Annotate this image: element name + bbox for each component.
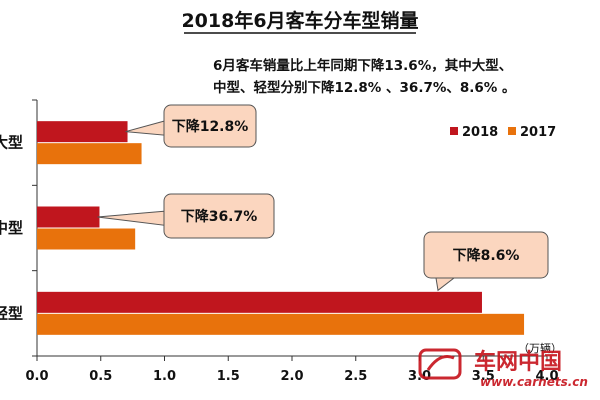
bar-2018-1: [37, 121, 128, 143]
callout-pointer: [125, 120, 165, 136]
x-tick-label: 3.5: [472, 369, 495, 384]
x-tick-label: 0.0: [25, 369, 48, 384]
x-tick-label: 4.0: [535, 369, 558, 384]
callout-text: 下降12.8%: [172, 118, 249, 135]
subtitle-line-1: 6月客车销量比上年同期下降13.6%，其中大型、: [213, 57, 512, 74]
watermark-name: 车网中国: [474, 349, 562, 375]
unit-label: （万辆）: [518, 341, 562, 355]
bar-2018-3: [37, 291, 482, 313]
category-label: 中型: [0, 219, 23, 237]
legend-label: 2018: [462, 125, 498, 140]
bar-2017-2: [37, 228, 136, 250]
callout-text: 下降8.6%: [453, 247, 520, 264]
watermark-url: www.carnets.cn: [480, 375, 588, 389]
x-tick-label: 1.5: [217, 369, 240, 384]
x-tick-label: 0.5: [89, 369, 112, 384]
bar-2018-2: [37, 206, 100, 228]
callout-pointer: [97, 210, 165, 226]
callout-pointer: [435, 277, 456, 292]
callout-box: [163, 193, 275, 239]
subtitle-line-2: 中型、轻型分别下降12.8% 、36.7%、8.6% 。: [213, 79, 516, 96]
legend-label: 2017: [520, 125, 556, 140]
callout-box: [423, 231, 549, 279]
x-tick-label: 1.0: [153, 369, 176, 384]
chart-title: 2018年6月客车分车型销量: [181, 9, 418, 32]
category-label: 大型: [0, 134, 23, 152]
x-tick-label: 2.0: [280, 369, 303, 384]
legend-swatch-2018: [450, 127, 458, 135]
x-tick-label: 2.5: [344, 369, 367, 384]
watermark: 车网中国 www.carnets.cn: [418, 348, 588, 389]
bar-2017-1: [37, 143, 142, 165]
callout-text: 下降36.7%: [181, 208, 258, 225]
callout-box: [163, 104, 257, 148]
bar-2017-3: [37, 313, 525, 335]
watermark-logo-icon: [418, 348, 462, 380]
x-tick-label: 3.0: [408, 369, 431, 384]
legend-swatch-2017: [508, 127, 516, 135]
category-label: 轻型: [0, 304, 23, 322]
